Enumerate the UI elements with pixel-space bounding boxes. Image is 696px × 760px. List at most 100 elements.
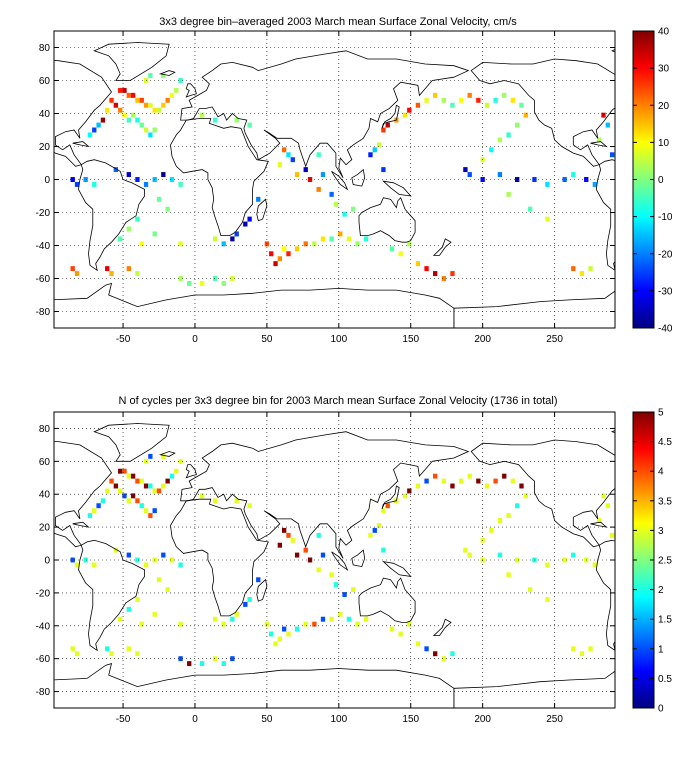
data-cell [588,266,593,272]
coastline [185,464,197,479]
data-cell [113,483,119,489]
data-cell [484,102,490,108]
data-cell [605,122,610,128]
data-cell [152,488,157,494]
data-cell [118,236,123,242]
data-cell [467,172,472,178]
data-cell [303,547,308,553]
y-tick-label: 20 [39,523,51,534]
data-cell [463,547,468,553]
data-cell [113,167,119,173]
data-cell [368,532,373,538]
data-cell [256,196,261,202]
data-cell [148,453,153,459]
data-cell [161,483,166,489]
data-cell [605,503,610,509]
data-cell [156,107,162,113]
x-tick-label: -50 [116,334,131,345]
data-cell [562,177,567,182]
data-cell [424,97,429,103]
data-cell [277,542,282,548]
data-cell [178,181,183,187]
y-tick-label: -40 [36,241,51,252]
data-cell [363,236,369,242]
data-cell [545,562,550,568]
data-cell [143,102,149,108]
data-cell [441,97,446,103]
data-cell [135,478,140,484]
data-cell [100,117,106,123]
data-cell [247,122,252,128]
data-cell [467,552,472,558]
data-cell [609,532,615,538]
colorbar: 5 4.5 4 3.5 3 2.5 2 1.5 1 0.5 0 [632,408,672,715]
data-cell [441,276,446,281]
data-cell [70,177,75,182]
data-cell [200,661,205,667]
data-cell [169,177,175,182]
colorbar-tick-label: 5 [658,408,664,419]
data-cell [320,172,326,178]
colorbar-tick-label: -10 [658,212,673,223]
data-cell [597,518,602,523]
coastline [54,59,113,167]
data-cell [433,92,438,98]
data-cell [433,473,438,479]
data-cell [273,261,278,267]
data-cell [174,468,179,474]
coastline [256,198,268,222]
data-cell [407,488,412,494]
coastline [170,118,269,236]
data-cell [105,488,110,494]
data-cell [303,241,308,247]
data-cell [161,552,166,558]
y-tick-label: 40 [39,490,51,501]
y-tick-label: -80 [36,687,51,698]
data-cell [497,518,503,523]
data-cell [458,97,464,103]
data-cell [178,562,183,568]
data-cell [230,616,235,622]
data-cell [303,621,308,627]
data-cell [493,478,498,484]
data-cell [601,112,606,118]
data-cell [433,651,438,657]
data-cell [96,122,101,128]
data-cell [515,122,520,128]
y-tick-label: -40 [36,621,51,632]
data-cell [282,246,287,252]
cycle-count-title: N of cycles per 3x3 degree bin for 2003 … [118,395,557,407]
data-cell [579,271,585,277]
x-tick-label: 250 [546,334,563,345]
data-cell [118,616,123,622]
data-cell [424,478,429,484]
data-cell [130,493,136,499]
data-cell [212,656,218,662]
data-cell [109,478,114,484]
colorbar-tick-label: 2.5 [658,556,672,567]
data-cell [329,236,334,242]
data-cell [290,157,295,163]
data-cell [221,621,226,627]
y-tick-label: 80 [39,424,51,435]
data-cell [169,92,175,98]
data-cell [156,196,162,202]
coastline [185,83,197,98]
data-cell [467,92,472,98]
data-cell [385,122,390,128]
data-cell [286,631,291,637]
y-tick-label: 0 [44,556,50,567]
data-cell [200,112,205,118]
data-cell [135,97,140,103]
data-cell [316,567,321,573]
data-cell [424,646,429,652]
data-cell [320,236,326,242]
x-tick-label: 150 [402,334,419,345]
data-cell [571,172,576,178]
data-cell [424,266,429,272]
colorbar-tick-label: 4.5 [658,437,672,448]
data-cell [342,211,347,217]
data-cell [450,651,455,657]
data-cell [169,557,175,563]
